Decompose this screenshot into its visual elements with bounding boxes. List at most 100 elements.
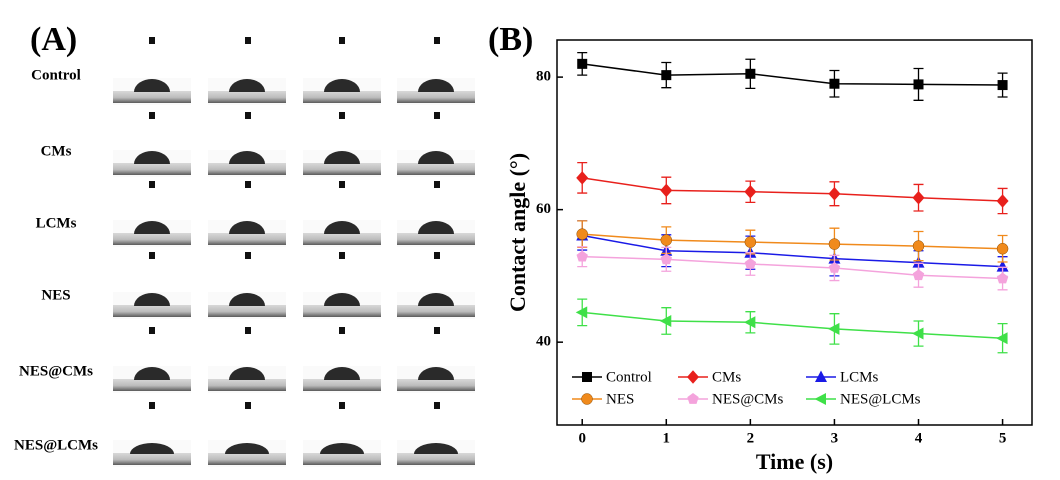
row-label: NES@LCMs (14, 437, 98, 453)
substrate (303, 305, 381, 317)
droplet (134, 367, 170, 380)
substrate (397, 379, 475, 391)
legend-marker (582, 372, 592, 382)
substrate (113, 91, 191, 103)
marker (996, 272, 1009, 284)
substrate (397, 305, 475, 317)
droplet (134, 79, 170, 92)
substrate (303, 163, 381, 175)
scale-mark (245, 252, 251, 259)
marker (660, 253, 672, 265)
legend-marker (687, 393, 699, 404)
marker (912, 256, 925, 268)
panel-label: (A) (30, 21, 77, 58)
substrate (113, 305, 191, 317)
substrate (113, 453, 191, 465)
marker (913, 79, 924, 90)
droplet (130, 443, 174, 454)
x-tick-label: 0 (578, 430, 586, 446)
marker (660, 183, 673, 198)
series-line (582, 63, 1003, 86)
series-line (582, 311, 1003, 339)
substrate (208, 233, 286, 245)
scale-mark (149, 112, 155, 119)
substrate (397, 453, 475, 465)
row-label: CMs (41, 143, 72, 159)
substrate (208, 305, 286, 317)
legend-label: NES@CMs (712, 391, 783, 407)
droplet (229, 151, 265, 164)
x-tick-label: 4 (915, 430, 923, 446)
scale-mark (434, 402, 440, 409)
substrate (208, 163, 286, 175)
legend-marker (687, 370, 699, 384)
marker (576, 250, 588, 262)
substrate (208, 91, 286, 103)
scale-mark (245, 327, 251, 334)
droplet (134, 293, 170, 306)
series-line (582, 255, 1003, 280)
legend-marker (814, 393, 826, 405)
marker (828, 238, 841, 250)
x-tick-label: 5 (999, 430, 1007, 446)
legend-label: CMs (712, 369, 741, 385)
scale-mark (434, 327, 440, 334)
substrate (397, 233, 475, 245)
x-tick-label: 3 (831, 430, 839, 446)
y-axis-label: Contact angle (°) (505, 153, 530, 312)
droplet (418, 367, 454, 380)
marker (744, 184, 757, 199)
marker (660, 234, 673, 246)
marker (996, 260, 1009, 272)
scale-mark (245, 402, 251, 409)
droplet (229, 293, 265, 306)
legend-label: Control (606, 369, 652, 385)
marker (745, 68, 756, 79)
droplet (229, 79, 265, 92)
y-tick-label: 80 (536, 69, 551, 85)
scale-mark (434, 181, 440, 188)
scale-mark (339, 112, 345, 119)
substrate (303, 91, 381, 103)
row-label: LCMs (36, 215, 77, 231)
droplet (418, 221, 454, 234)
substrate (303, 379, 381, 391)
panel-label: (B) (488, 21, 533, 58)
scale-mark (434, 112, 440, 119)
substrate (397, 163, 475, 175)
x-tick-label: 1 (663, 430, 671, 446)
droplet (229, 221, 265, 234)
marker (828, 186, 841, 201)
legend-label: NES@LCMs (840, 391, 921, 407)
marker (996, 242, 1009, 255)
marker (912, 327, 924, 340)
marker (829, 78, 840, 89)
scale-mark (149, 402, 155, 409)
marker (828, 261, 841, 273)
marker (576, 171, 589, 185)
substrate (113, 233, 191, 245)
scale-mark (245, 37, 251, 44)
substrate (397, 91, 475, 103)
legend-label: LCMs (840, 369, 879, 385)
x-tick-label: 2 (747, 430, 755, 446)
marker (827, 322, 840, 335)
droplet (134, 221, 170, 234)
series-line (582, 233, 1003, 250)
droplet (324, 367, 360, 380)
marker (577, 58, 588, 69)
scale-mark (149, 37, 155, 44)
marker (912, 240, 925, 252)
scale-mark (149, 181, 155, 188)
marker (743, 316, 756, 329)
droplet (414, 443, 458, 454)
scale-mark (339, 181, 345, 188)
series-line (582, 177, 1003, 202)
marker (996, 194, 1009, 208)
scale-mark (245, 112, 251, 119)
marker (912, 190, 925, 205)
series-line (582, 234, 1003, 268)
legend-marker (815, 370, 827, 382)
substrate (113, 379, 191, 391)
droplet (134, 151, 170, 164)
